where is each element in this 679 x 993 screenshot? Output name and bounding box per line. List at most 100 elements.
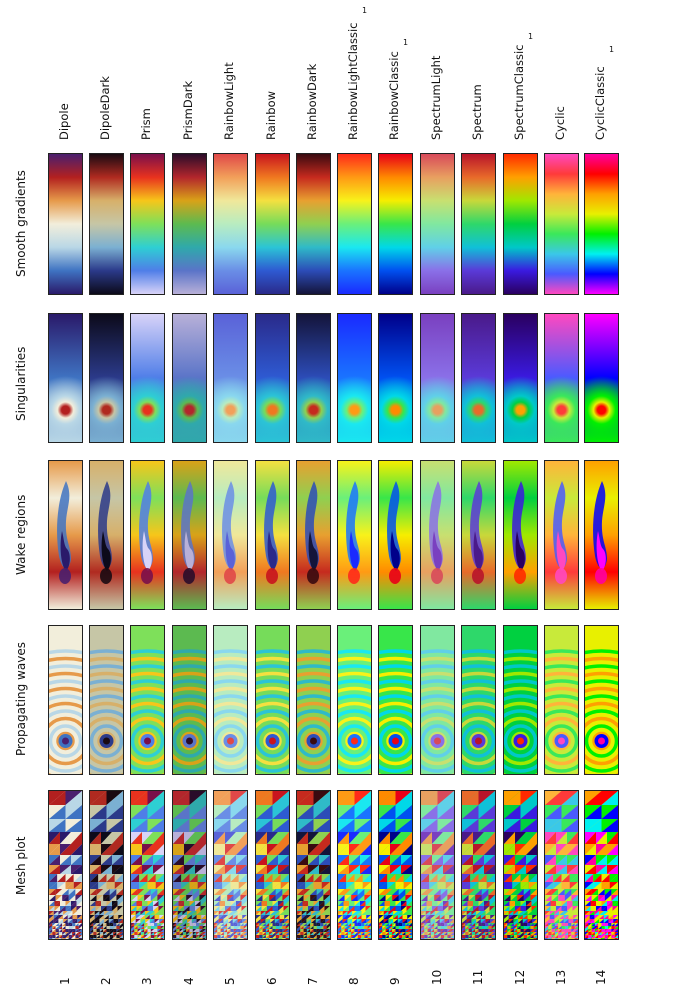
mesh-triangle [421, 923, 425, 926]
mesh-triangle [523, 923, 528, 926]
mesh-triangle [470, 874, 479, 882]
mesh-triangle [357, 895, 365, 901]
mesh-triangle [240, 923, 244, 926]
mesh-triangle [351, 895, 358, 901]
mesh-triangle [219, 901, 225, 906]
mesh-triangle [527, 929, 531, 932]
mesh-triangle [62, 895, 69, 901]
mesh-triangle [256, 926, 260, 929]
mesh-triangle [344, 895, 352, 901]
mesh-triangle [78, 935, 82, 938]
mesh-triangle [430, 919, 436, 923]
mesh-triangle [220, 929, 224, 932]
wave-ring [90, 724, 123, 758]
mesh-triangle [217, 923, 221, 926]
mesh-triangle [196, 938, 200, 939]
mesh-triangle [405, 938, 409, 939]
mesh-triangle [549, 919, 555, 923]
mesh-triangle [545, 919, 550, 923]
mesh-triangle [574, 929, 578, 932]
mesh-triangle [192, 932, 197, 935]
mesh-triangle [338, 911, 343, 915]
mesh-triangle [49, 923, 53, 926]
mesh-triangle [75, 938, 79, 939]
wake-region-swatch [584, 460, 619, 610]
mesh-triangle [351, 938, 355, 939]
mesh-triangle [144, 935, 148, 938]
mesh-triangle [65, 791, 82, 805]
mesh-triangle [297, 805, 314, 819]
mesh-triangle [136, 906, 142, 911]
mesh-triangle [262, 895, 270, 901]
mesh-triangle [517, 935, 521, 938]
mesh-triangle [308, 844, 319, 855]
mesh-triangle [228, 911, 233, 915]
mesh-triangle [352, 919, 357, 923]
smooth-gradient-swatch [48, 153, 83, 295]
mesh-triangle [338, 923, 342, 926]
mesh-triangle [468, 889, 476, 895]
mesh-triangle [109, 895, 117, 901]
mesh-triangle [489, 906, 495, 911]
mesh-triangle [556, 901, 562, 906]
wave-ring [545, 694, 578, 702]
mesh-triangle [392, 895, 399, 901]
mesh-triangle [362, 874, 371, 882]
mesh-triangle [90, 844, 101, 855]
mesh-triangle [228, 911, 233, 915]
mesh-triangle [189, 819, 206, 832]
mesh-triangle [468, 895, 476, 901]
mesh-triangle [119, 923, 123, 926]
mesh-triangle [379, 915, 384, 919]
mesh-triangle [147, 906, 153, 911]
mesh-triangle [223, 923, 228, 926]
mesh-triangle [338, 865, 349, 874]
mesh-triangle [564, 929, 569, 932]
mesh-triangle [272, 882, 281, 889]
mesh-triangle [462, 929, 466, 932]
mesh-triangle [462, 832, 473, 844]
mesh-triangle [313, 929, 317, 932]
mesh-triangle [545, 926, 549, 929]
mesh-triangle [493, 938, 495, 939]
mesh-triangle [303, 889, 311, 895]
mesh-triangle [591, 926, 595, 929]
mesh-triangle [106, 901, 112, 906]
mesh-triangle [186, 929, 190, 932]
wave-ring [379, 709, 412, 773]
mesh-triangle [178, 901, 184, 906]
mesh-triangle [49, 929, 53, 932]
mesh-triangle [181, 874, 190, 882]
mesh-triangle [616, 938, 618, 939]
mesh-triangle [264, 882, 273, 889]
mesh-triangle [470, 882, 479, 889]
mesh-triangle [71, 844, 82, 855]
mesh-triangle [354, 819, 371, 832]
mesh-triangle [191, 919, 197, 923]
mesh-triangle [230, 819, 247, 832]
mesh-triangle [300, 938, 304, 939]
mesh-triangle [262, 895, 270, 901]
mesh-triangle [343, 906, 349, 911]
mesh-triangle [407, 911, 412, 915]
mesh-triangle [354, 882, 363, 889]
mesh-triangle [504, 932, 508, 935]
mesh-triangle [184, 901, 190, 906]
colormap-number: 11 [471, 969, 485, 985]
mesh-triangle [157, 932, 161, 935]
mesh-triangle [551, 923, 555, 926]
mesh-triangle [585, 919, 590, 923]
mesh-triangle [545, 805, 562, 819]
mesh-triangle [200, 901, 206, 906]
mesh-triangle [62, 926, 66, 929]
mesh-triangle [387, 938, 389, 939]
mesh-triangle [186, 926, 190, 929]
mesh-triangle [134, 932, 138, 935]
wave-ring [297, 709, 330, 773]
mesh-triangle [473, 832, 484, 844]
mesh-triangle [106, 929, 110, 932]
mesh-triangle [90, 929, 94, 932]
mesh-triangle [445, 882, 454, 889]
mesh-triangle [285, 926, 289, 929]
mesh-triangle [510, 929, 514, 932]
